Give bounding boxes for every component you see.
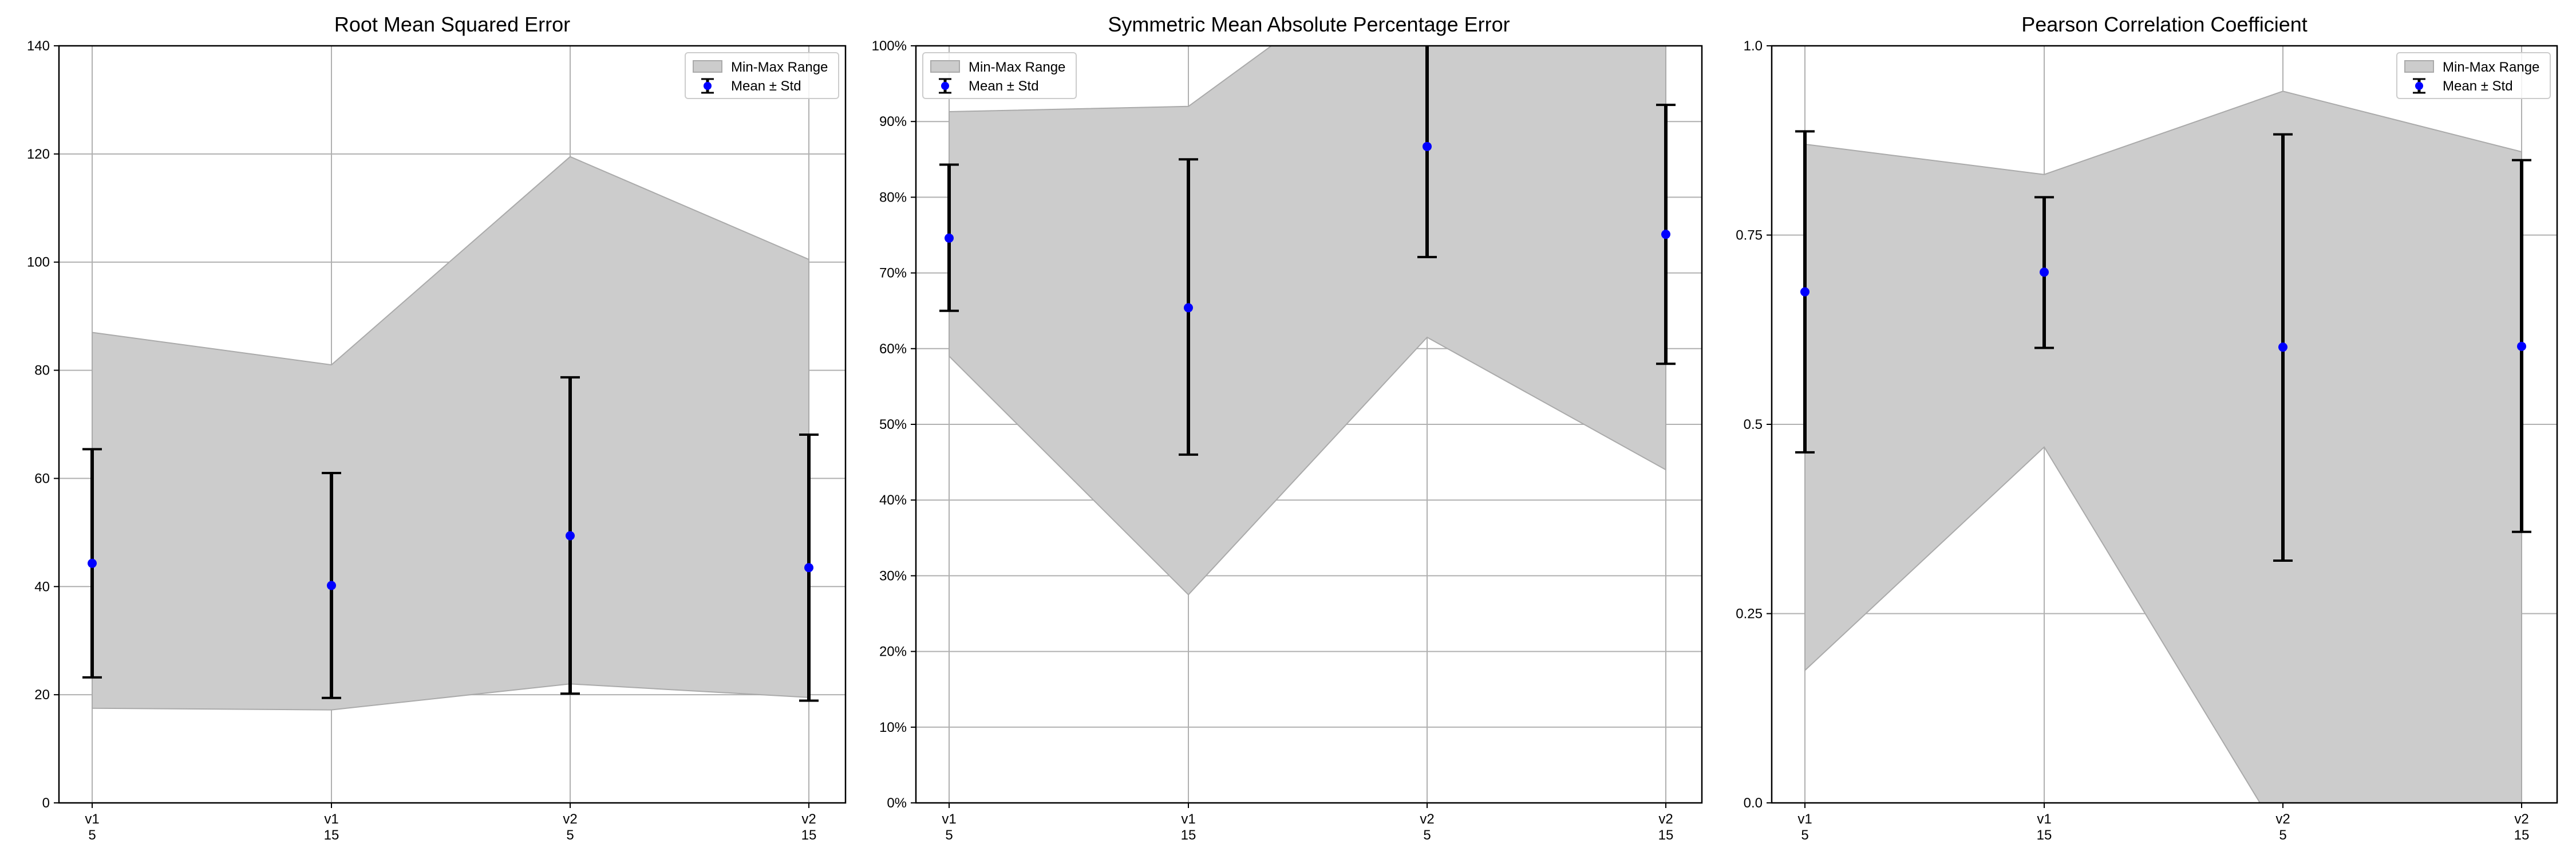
x-tick-label: v2 bbox=[1420, 811, 1434, 827]
legend-label: Min-Max Range bbox=[969, 60, 1065, 75]
mean-point bbox=[1423, 141, 1432, 151]
mean-point bbox=[945, 233, 954, 243]
y-tick-label: 30% bbox=[879, 568, 907, 584]
legend-label: Min-Max Range bbox=[2443, 60, 2539, 75]
x-tick-label: v2 bbox=[2514, 811, 2528, 827]
chart-title: Root Mean Squared Error bbox=[334, 13, 570, 36]
y-tick-label: 140 bbox=[27, 38, 50, 54]
legend-swatch-mean bbox=[941, 82, 949, 90]
y-tick-label: 120 bbox=[27, 147, 50, 162]
y-tick-label: 0.0 bbox=[1744, 795, 1763, 811]
x-tick-label: 15 bbox=[324, 828, 339, 843]
mean-point bbox=[2278, 342, 2287, 352]
x-tick-label: v1 bbox=[1181, 811, 1195, 827]
legend-label: Mean ± Std bbox=[969, 78, 1039, 94]
y-tick-label: 0.25 bbox=[1736, 606, 1763, 622]
x-tick-label: 15 bbox=[2037, 828, 2052, 843]
x-tick-label: v1 bbox=[85, 811, 99, 827]
mean-point bbox=[1661, 230, 1670, 239]
legend: Min-Max Range Mean ± Std bbox=[2396, 52, 2551, 99]
x-tick-label: v1 bbox=[1797, 811, 1812, 827]
y-tick-label: 70% bbox=[879, 266, 907, 281]
mean-point bbox=[2040, 267, 2049, 277]
x-tick-label: 15 bbox=[801, 828, 817, 843]
y-tick-label: 0 bbox=[42, 795, 50, 811]
mean-point bbox=[88, 558, 97, 568]
legend-swatch-band bbox=[2404, 60, 2434, 73]
mean-point bbox=[1184, 303, 1193, 313]
mean-point bbox=[804, 563, 813, 573]
legend-swatch-band bbox=[693, 60, 722, 73]
y-tick-label: 1.0 bbox=[1744, 38, 1763, 54]
legend-swatch-band bbox=[930, 60, 960, 73]
legend-box bbox=[685, 52, 839, 99]
chart-title: Symmetric Mean Absolute Percentage Error bbox=[1108, 13, 1510, 36]
legend-swatch-mean bbox=[704, 82, 712, 90]
y-tick-label: 60 bbox=[34, 471, 50, 486]
legend-box bbox=[922, 52, 1077, 99]
x-tick-label: 5 bbox=[566, 828, 574, 843]
x-tick-label: 5 bbox=[1801, 828, 1808, 843]
legend-label: Mean ± Std bbox=[731, 78, 801, 94]
legend-box bbox=[2396, 52, 2551, 99]
legend: Min-Max Range Mean ± Std bbox=[922, 52, 1077, 99]
x-tick-label: v1 bbox=[324, 811, 338, 827]
mean-point bbox=[566, 531, 575, 541]
y-tick-label: 0.5 bbox=[1744, 417, 1763, 432]
min-max-band bbox=[1804, 90, 2522, 803]
legend-label: Min-Max Range bbox=[731, 60, 828, 75]
mean-point bbox=[2517, 341, 2526, 351]
x-tick-label: v1 bbox=[942, 811, 956, 827]
x-tick-label: v1 bbox=[2037, 811, 2051, 827]
x-tick-label: 15 bbox=[1181, 828, 1196, 843]
legend-label: Mean ± Std bbox=[2443, 78, 2513, 94]
y-tick-label: 90% bbox=[879, 114, 907, 129]
x-tick-label: v2 bbox=[2275, 811, 2290, 827]
y-tick-label: 100% bbox=[872, 38, 907, 54]
y-tick-label: 20 bbox=[34, 687, 50, 703]
y-tick-label: 80% bbox=[879, 190, 907, 205]
y-tick-label: 10% bbox=[879, 720, 907, 735]
x-tick-label: 5 bbox=[1423, 828, 1431, 843]
chart-title: Pearson Correlation Coefficient bbox=[2021, 13, 2308, 36]
x-tick-label: 15 bbox=[1658, 828, 1674, 843]
x-tick-label: v2 bbox=[801, 811, 816, 827]
legend: Min-Max Range Mean ± Std bbox=[685, 52, 839, 99]
x-tick-label: 5 bbox=[945, 828, 953, 843]
y-tick-label: 60% bbox=[879, 341, 907, 357]
y-tick-label: 0% bbox=[887, 795, 907, 811]
x-tick-label: 5 bbox=[2279, 828, 2286, 843]
y-tick-label: 20% bbox=[879, 644, 907, 660]
mean-point bbox=[1800, 287, 1809, 297]
x-tick-label: 15 bbox=[2514, 828, 2530, 843]
y-tick-label: 80 bbox=[34, 363, 50, 379]
axes-frame bbox=[58, 45, 847, 804]
chart-panel-2: 0%10%20%30%40%50%60%70%80%90%100%v15v115… bbox=[872, 13, 1703, 843]
y-tick-label: 40 bbox=[34, 579, 50, 594]
y-tick-label: 100 bbox=[27, 255, 50, 270]
x-tick-label: v2 bbox=[1658, 811, 1673, 827]
legend-swatch-mean bbox=[2415, 82, 2423, 90]
min-max-band bbox=[92, 156, 809, 711]
y-tick-label: 0.75 bbox=[1736, 228, 1763, 243]
y-tick-label: 40% bbox=[879, 492, 907, 508]
y-tick-label: 50% bbox=[879, 417, 907, 432]
min-max-band bbox=[949, 46, 1666, 596]
x-tick-label: 5 bbox=[88, 828, 96, 843]
mean-point bbox=[327, 581, 336, 590]
x-tick-label: v2 bbox=[563, 811, 577, 827]
